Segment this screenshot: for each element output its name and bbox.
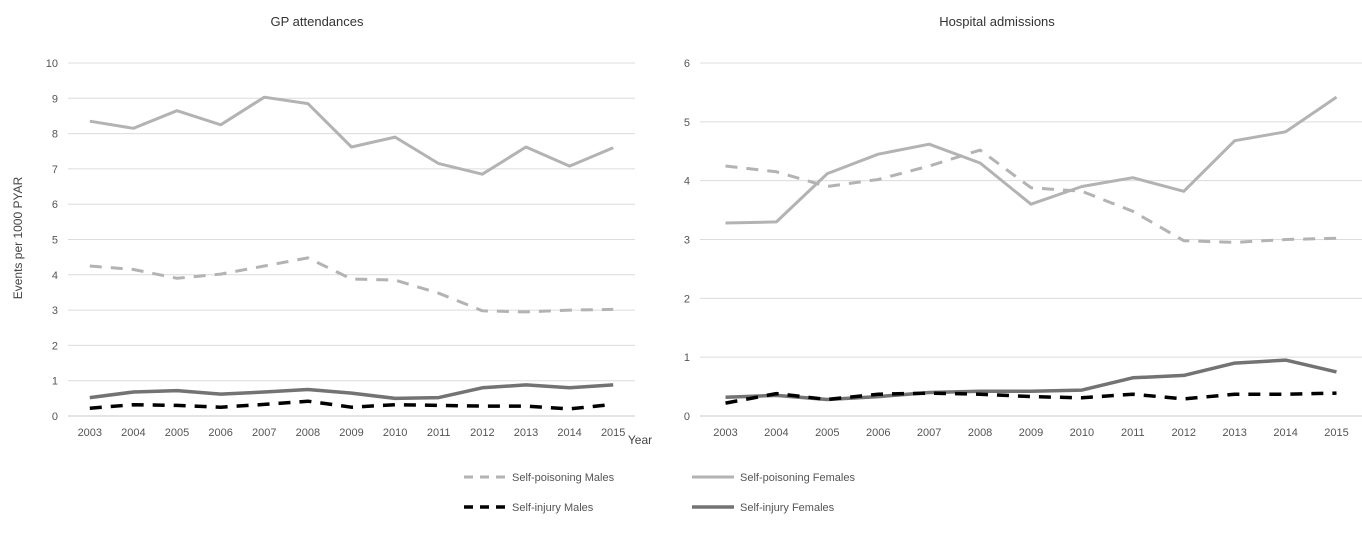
x-tick-label: 2010: [1070, 427, 1094, 439]
x-tick-label: 2005: [165, 427, 189, 439]
series-line-self-injury-males: [89, 399, 614, 411]
chart-title: GP attendances: [271, 14, 364, 29]
y-tick-label: 6: [52, 199, 58, 211]
chart-title: Hospital admissions: [939, 14, 1055, 29]
x-tick-label: 2015: [1324, 427, 1348, 439]
chart-panel-hospital-admissions: Hospital admissions 0 1 2 3 4 5 6 2003 2004 2005 20…: [684, 14, 1362, 439]
x-tick-label: 2015: [601, 427, 625, 439]
x-tick-label: 2012: [1172, 427, 1196, 439]
x-tick-label: 2009: [1019, 427, 1043, 439]
chart-panel-gp-attendances: GP attendances 0 1 2 3 4 5 6 7 8 9 10 2003 2004 2005 20…: [46, 14, 635, 439]
y-tick-label: 2: [684, 293, 690, 305]
x-tick-label: 2006: [866, 427, 890, 439]
y-tick-label: 4: [52, 270, 58, 282]
legend-label-self-injury-females: Self-injury Females: [740, 502, 835, 514]
series-line-self-poisoning-males: [725, 148, 1337, 244]
legend-item-self-poisoning-males: Self-poisoning Males: [464, 472, 615, 484]
x-tick-label: 2007: [917, 427, 941, 439]
series-line-self-injury-females: [89, 383, 614, 401]
x-tick-label: 2011: [1121, 427, 1145, 439]
legend: Self-poisoning Males Self-poisoning Fema…: [464, 472, 855, 514]
x-tick-label: 2014: [557, 427, 581, 439]
y-tick-label: 9: [52, 93, 58, 105]
y-tick-label: 1: [52, 376, 58, 388]
y-tick-label: 1: [684, 352, 690, 364]
y-tick-label: 2: [52, 340, 58, 352]
legend-item-self-injury-females: Self-injury Females: [692, 502, 835, 514]
x-tick-label: 2009: [339, 427, 363, 439]
series-line-self-poisoning-females: [725, 95, 1338, 225]
legend-item-self-injury-males: Self-injury Males: [464, 502, 594, 514]
y-tick-label: 8: [52, 129, 58, 141]
x-tick-label: 2013: [514, 427, 538, 439]
x-tick-label: 2010: [383, 427, 407, 439]
series-line-self-injury-males: [725, 391, 1337, 405]
series-line-self-poisoning-females: [89, 95, 614, 176]
series-line-self-poisoning-males: [89, 256, 614, 314]
legend-label-self-poisoning-males: Self-poisoning Males: [512, 472, 615, 484]
x-tick-label: 2003: [713, 427, 737, 439]
legend-label-self-injury-males: Self-injury Males: [512, 502, 594, 514]
y-tick-label: 4: [684, 176, 690, 188]
x-tick-label: 2008: [968, 427, 992, 439]
y-tick-label: 7: [52, 164, 58, 176]
x-tick-label: 2014: [1273, 427, 1297, 439]
y-tick-label: 5: [684, 117, 690, 129]
x-tick-label: 2006: [208, 427, 232, 439]
x-tick-label: 2003: [78, 427, 102, 439]
y-tick-label: 0: [52, 411, 58, 423]
legend-label-self-poisoning-females: Self-poisoning Females: [740, 472, 855, 484]
y-tick-label: 3: [684, 235, 690, 247]
y-tick-label: 5: [52, 235, 58, 247]
y-tick-label: 10: [46, 58, 58, 70]
series-line-self-injury-females: [725, 358, 1337, 402]
x-axis-label: Year: [628, 433, 652, 447]
x-tick-label: 2008: [296, 427, 320, 439]
y-tick-label: 6: [684, 58, 690, 70]
x-tick-label: 2011: [427, 427, 451, 439]
x-tick-label: 2013: [1222, 427, 1246, 439]
y-tick-label: 0: [684, 411, 690, 423]
x-tick-label: 2004: [121, 427, 145, 439]
x-tick-label: 2004: [764, 427, 788, 439]
legend-item-self-poisoning-females: Self-poisoning Females: [692, 472, 855, 484]
x-tick-label: 2007: [252, 427, 276, 439]
y-axis-label: Events per 1000 PYAR: [11, 176, 25, 299]
y-tick-label: 3: [52, 305, 58, 317]
x-tick-label: 2012: [470, 427, 494, 439]
x-tick-label: 2005: [815, 427, 839, 439]
